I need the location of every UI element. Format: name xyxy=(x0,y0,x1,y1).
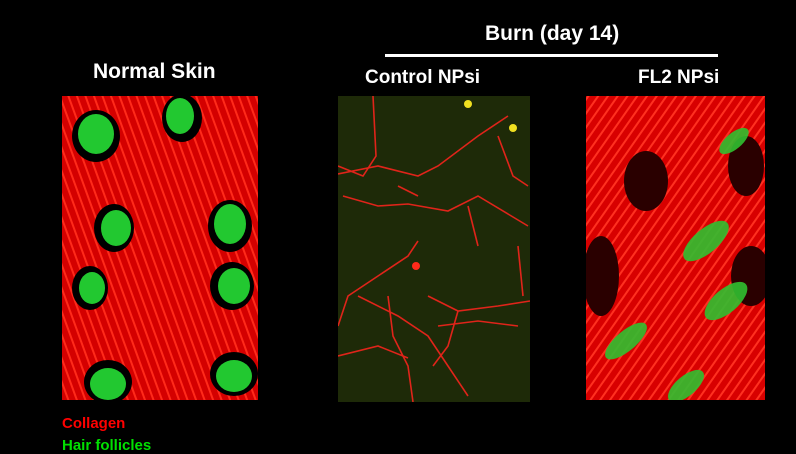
image-fl2-npsi xyxy=(586,96,765,400)
legend-collagen: Collagen xyxy=(62,415,126,432)
legend-hair-follicles: Hair follicles xyxy=(62,437,152,454)
image-control-npsi xyxy=(338,96,530,402)
image-normal-skin xyxy=(62,96,258,400)
panel-label-fl2: FL2 NPsi xyxy=(638,67,720,88)
group-title: Burn (day 14) xyxy=(485,22,620,45)
group-bracket-line xyxy=(385,54,718,57)
panel-label-control: Control NPsi xyxy=(365,67,481,88)
panel-label-normal: Normal Skin xyxy=(93,60,216,83)
